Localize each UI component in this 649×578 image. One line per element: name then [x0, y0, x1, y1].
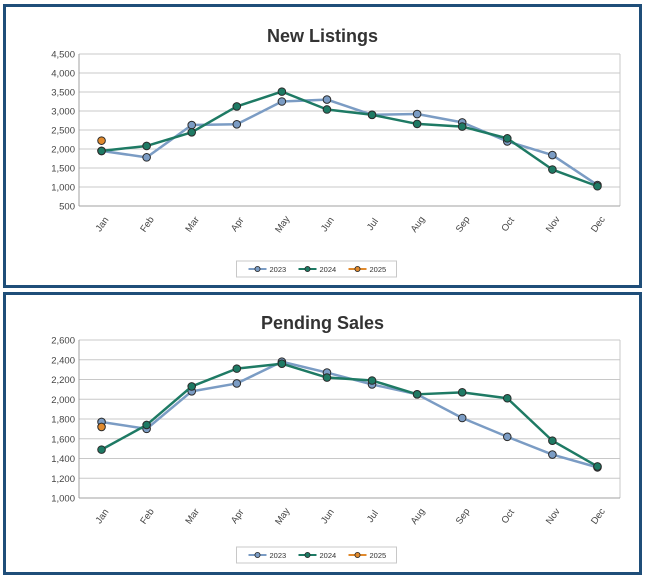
chart-title: Pending Sales	[261, 313, 384, 333]
y-tick-label: 500	[59, 202, 75, 213]
y-tick-label: 1,600	[51, 434, 75, 445]
legend-swatch-marker	[304, 265, 311, 272]
data-point-2024	[277, 359, 287, 368]
y-tick-label: 1,800	[51, 415, 75, 426]
data-point-2024	[277, 87, 287, 96]
data-point-2023	[412, 109, 422, 119]
x-tick-label: Nov	[544, 214, 563, 234]
legend-swatch-marker	[254, 265, 261, 272]
data-point-2023	[457, 413, 467, 423]
data-point-2024	[412, 119, 422, 129]
data-point-2023	[548, 150, 557, 160]
legend-swatch-marker	[354, 551, 361, 558]
x-tick-label: Jun	[319, 215, 337, 234]
data-point-2024	[232, 364, 242, 373]
data-point-2024	[367, 376, 377, 385]
legend-label: 2024	[320, 265, 337, 274]
data-point-2023	[232, 120, 242, 129]
data-point-2024	[593, 181, 602, 191]
data-point-2024	[593, 462, 602, 471]
data-point-2024	[142, 420, 151, 430]
series-line-2024	[101, 90, 598, 188]
y-tick-label: 2,600	[51, 336, 75, 347]
data-point-2024	[322, 105, 332, 114]
data-point-2024	[502, 393, 512, 403]
series-line-2024	[100, 362, 599, 468]
y-tick-label: 1,000	[51, 183, 75, 194]
x-tick-label: Jul	[365, 216, 381, 232]
y-tick-label: 3,000	[51, 107, 75, 118]
data-point-2023	[187, 120, 197, 130]
y-tick-label: 4,000	[51, 69, 75, 80]
y-tick-label: 4,500	[51, 50, 75, 61]
x-tick-label: May	[273, 506, 292, 527]
data-point-2023	[142, 153, 151, 162]
y-tick-label: 2,200	[51, 375, 75, 386]
x-tick-label: Apr	[229, 507, 246, 525]
x-tick-label: Feb	[138, 507, 156, 527]
x-tick-label: May	[273, 214, 292, 235]
data-point-2023	[548, 450, 557, 459]
x-tick-label: Jan	[94, 507, 112, 526]
x-tick-label: Jan	[94, 215, 112, 234]
data-point-2025	[97, 422, 106, 432]
data-point-2024	[97, 445, 106, 454]
x-tick-label: Sep	[454, 506, 473, 526]
x-tick-label: Mar	[183, 507, 201, 527]
data-point-2024	[187, 382, 197, 391]
data-point-2024	[548, 436, 557, 446]
x-tick-label: Aug	[409, 506, 428, 526]
legend-label: 2023	[270, 551, 287, 560]
y-tick-label: 2,400	[51, 355, 75, 366]
data-point-2023	[277, 97, 287, 106]
data-point-2023	[322, 95, 332, 104]
x-tick-label: Dec	[589, 214, 608, 234]
new-listings-panel: New Listings 500 1,000 1,500 2,000 2,500 3,000…	[3, 4, 642, 288]
x-tick-label: Mar	[183, 215, 201, 235]
x-tick-label: Nov	[544, 506, 563, 526]
data-point-2024	[367, 110, 377, 120]
legend-swatch-marker	[254, 551, 261, 558]
y-tick-label: 1,000	[51, 494, 75, 505]
y-tick-label: 3,500	[51, 88, 75, 99]
data-point-2023	[232, 379, 242, 388]
y-tick-label: 1,500	[51, 164, 75, 175]
legend-label: 2025	[370, 551, 387, 560]
x-tick-label: Oct	[499, 215, 517, 234]
y-tick-label: 2,000	[51, 395, 75, 406]
data-point-2024	[232, 102, 242, 111]
data-point-2024	[412, 390, 422, 399]
legend-label: 2023	[270, 265, 287, 274]
data-point-2024	[548, 165, 557, 174]
data-point-2023	[502, 432, 512, 442]
x-tick-label: Jul	[365, 508, 381, 524]
chart-title: New Listings	[267, 26, 378, 46]
y-tick-label: 2,500	[51, 126, 75, 137]
x-tick-label: Feb	[138, 215, 156, 235]
pending-sales-panel: Pending Sales 1,000 1,200 1,400 1,600 1,800 2,…	[3, 292, 642, 575]
data-point-2024	[502, 134, 512, 143]
new-listings-chart: New Listings 500 1,000 1,500 2,000 2,500 3,000…	[51, 26, 621, 278]
data-point-2024	[142, 141, 151, 151]
x-tick-label: Apr	[229, 215, 246, 233]
x-tick-label: Oct	[499, 507, 517, 526]
x-tick-label: Aug	[409, 214, 428, 234]
data-point-2024	[97, 146, 106, 156]
x-tick-label: Dec	[589, 506, 608, 526]
data-point-2024	[322, 373, 332, 382]
y-tick-label: 2,000	[51, 145, 75, 156]
data-point-2024	[457, 122, 467, 131]
legend-label: 2025	[370, 265, 387, 274]
data-point-2025	[97, 136, 106, 145]
legend-swatch-marker	[304, 551, 311, 558]
x-tick-label: Sep	[454, 214, 473, 234]
data-point-2024	[457, 388, 467, 397]
y-tick-label: 1,400	[51, 454, 75, 465]
x-tick-label: Jun	[319, 507, 337, 526]
legend-swatch-marker	[354, 265, 361, 272]
data-point-2024	[187, 127, 197, 137]
pending-sales-chart: Pending Sales 1,000 1,200 1,400 1,600 1,800 2,…	[51, 313, 621, 564]
y-tick-label: 1,200	[51, 474, 75, 485]
legend-label: 2024	[320, 551, 337, 560]
